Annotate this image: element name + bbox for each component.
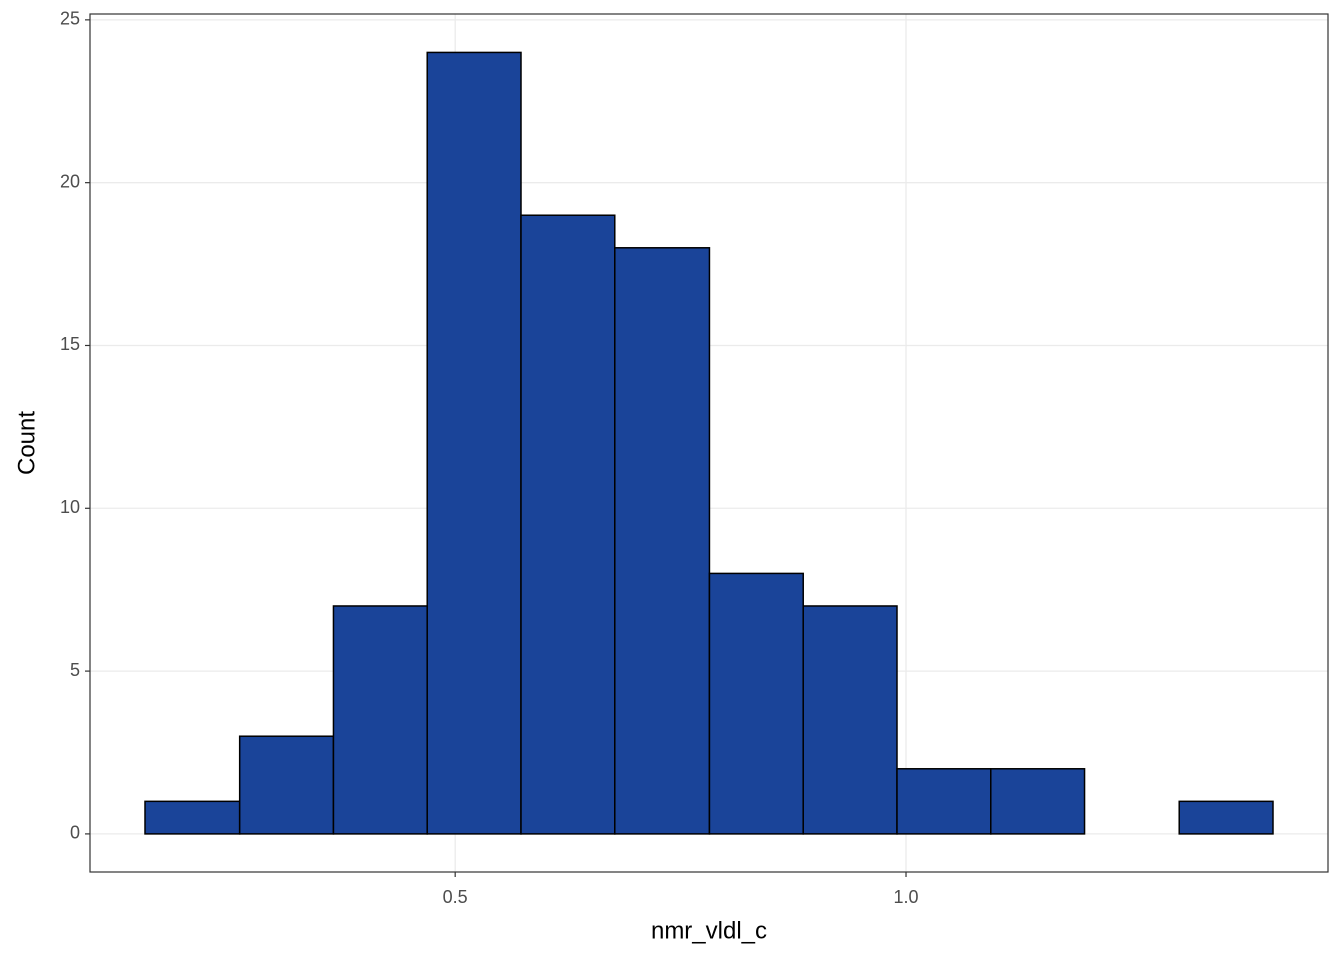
bar (1178, 800, 1274, 835)
bar (802, 605, 898, 835)
bar (426, 51, 522, 835)
x-tick-label: 1.0 (894, 887, 919, 907)
bars (144, 51, 1274, 835)
y-axis-label: Count (13, 411, 40, 475)
y-tick-label: 10 (60, 497, 80, 517)
x-axis-label: nmr_vldl_c (651, 917, 767, 944)
y-tick-label: 0 (70, 823, 80, 843)
y-tick-label: 25 (60, 9, 80, 29)
y-tick-label: 5 (70, 660, 80, 680)
panel-border (89, 13, 1329, 873)
y-tick-label: 15 (60, 334, 80, 354)
bar (238, 735, 335, 835)
bar (708, 572, 804, 835)
bar (614, 247, 711, 835)
bar (990, 768, 1086, 835)
bar (332, 605, 428, 835)
bar (896, 768, 992, 835)
bar (144, 800, 241, 835)
y-tick-label: 20 (60, 171, 80, 191)
bar (520, 214, 616, 835)
x-tick-label: 0.5 (443, 887, 468, 907)
axes: 0 5 10 15 20 25 0.5 1.0 (60, 9, 919, 907)
